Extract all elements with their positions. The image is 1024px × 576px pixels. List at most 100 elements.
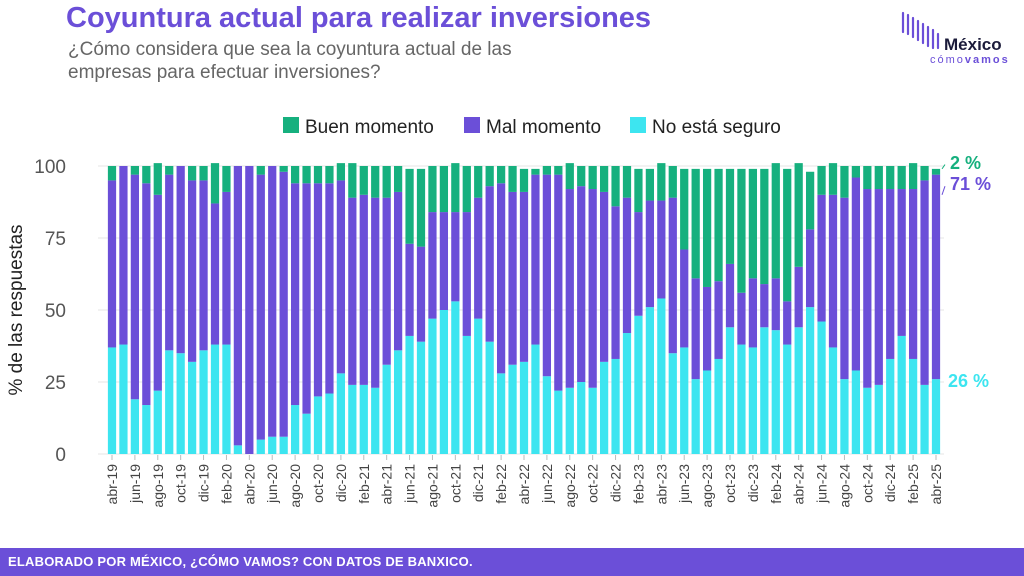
x-tick-label: oct-23 (722, 464, 738, 503)
bar-buen (577, 166, 586, 187)
bar-mal (771, 278, 780, 331)
bar-buen (199, 166, 208, 181)
x-tick-label: ago-24 (836, 464, 852, 508)
bar-nose (622, 333, 632, 454)
bar-buen (451, 163, 460, 213)
bar-nose (577, 382, 586, 454)
bar-mal (783, 301, 792, 345)
bar-buen (313, 166, 323, 184)
bar-nose (645, 307, 655, 454)
bar-buen (748, 168, 758, 279)
bar-nose (828, 347, 838, 454)
bar-mal (508, 191, 517, 365)
bar-nose (165, 350, 174, 454)
bar-nose (142, 405, 151, 454)
bar-buen (920, 166, 929, 181)
end-label-nose: 26 % (948, 371, 989, 391)
bar-nose (416, 341, 426, 454)
bar-buen (336, 163, 346, 181)
bar-nose (439, 310, 449, 454)
bar-mal (199, 180, 208, 351)
bar-nose (760, 327, 769, 454)
bar-mal (702, 286, 712, 371)
bar-mal (222, 191, 231, 345)
bar-mal (290, 183, 300, 406)
bar-buen (702, 168, 712, 287)
bar-mal (130, 174, 140, 400)
mexico-como-vamos-logo: México cómovamos (900, 10, 1018, 66)
bar-mal (348, 197, 357, 385)
x-tick-label: feb-22 (493, 464, 509, 504)
bar-nose (611, 358, 620, 454)
x-tick-label: dic-19 (196, 464, 212, 502)
bar-buen (565, 163, 574, 190)
x-tick-label: oct-19 (173, 464, 189, 503)
bar-nose (119, 344, 128, 454)
bar-mal (371, 197, 380, 388)
bar-mal (210, 203, 220, 345)
bar-nose (428, 318, 437, 454)
bar-buen (794, 163, 803, 267)
bar-mal (451, 212, 460, 302)
bar-buen (382, 166, 391, 198)
x-tick-label: feb-20 (218, 464, 234, 504)
bar-nose (210, 344, 220, 454)
bar-buen (325, 166, 334, 184)
x-tick-label: jun-19 (127, 464, 143, 504)
bar-buen (725, 168, 735, 264)
bar-buen (130, 166, 140, 175)
bar-buen (874, 166, 883, 190)
bar-nose (794, 327, 803, 454)
bar-nose (840, 379, 849, 454)
bar-buen (348, 163, 357, 198)
x-tick-label: jun-21 (402, 464, 418, 504)
bar-buen (222, 166, 231, 192)
bar-mal (496, 183, 506, 374)
bar-nose (268, 436, 277, 454)
bar-mal (416, 246, 426, 342)
bar-buen (783, 168, 792, 302)
x-tick-label: ago-22 (562, 464, 578, 508)
bar-mal (245, 166, 254, 454)
x-tick-label: jun-24 (814, 464, 830, 504)
bar-nose (851, 370, 861, 454)
bar-buen (462, 166, 471, 213)
bar-mal (405, 243, 414, 336)
x-tick-label: abr-23 (653, 464, 669, 505)
bar-nose (886, 358, 895, 454)
bar-nose (290, 405, 300, 454)
bar-nose (554, 390, 563, 454)
bar-mal (107, 180, 117, 348)
bar-buen (737, 168, 746, 293)
bar-mal (737, 292, 746, 345)
bar-mal (840, 197, 849, 380)
stacked-bar-chart: 0 25 50 75 100 % de las respuestas abr-19 jun-1… (6, 117, 991, 508)
bar-buen (840, 166, 849, 198)
bar-nose (874, 384, 883, 454)
x-tick-label: abr-20 (241, 464, 257, 505)
bar-buen (668, 166, 677, 198)
bar-nose (657, 298, 666, 454)
bar-nose (393, 350, 403, 454)
bar-buen (165, 166, 174, 175)
bar-nose (599, 361, 609, 454)
bar-nose (931, 379, 941, 454)
bar-mal (336, 180, 346, 374)
bar-nose (336, 373, 346, 454)
bar-buen (680, 168, 689, 250)
x-tick-label: oct-20 (310, 464, 326, 503)
x-tick-label: jun-20 (264, 464, 280, 504)
bar-mal (393, 191, 403, 351)
bar-mal (382, 197, 391, 365)
bar-buen (897, 166, 906, 190)
bar-mal (851, 177, 861, 371)
bar-nose (771, 330, 780, 454)
bar-mal (886, 189, 895, 359)
bar-mal (634, 212, 643, 316)
legend-label-buen: Buen momento (305, 117, 434, 138)
bar-buen (393, 166, 403, 192)
bar-nose (725, 327, 735, 454)
x-tick-label: abr-22 (516, 464, 532, 505)
bar-nose (714, 358, 723, 454)
bar-buen (485, 166, 494, 187)
